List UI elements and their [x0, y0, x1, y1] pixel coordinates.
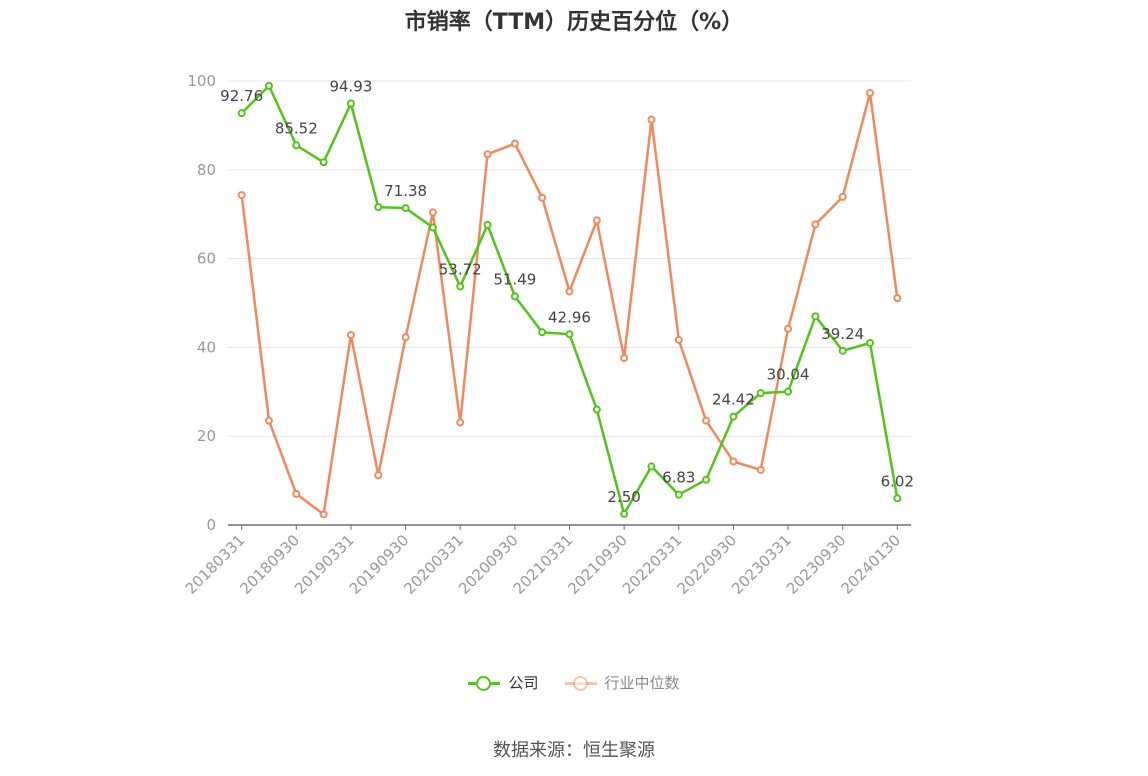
data-point	[456, 282, 465, 291]
data-label: 30.04	[767, 366, 810, 384]
data-point	[264, 416, 273, 425]
data-point	[319, 158, 328, 167]
data-labels: 92.76 85.52 94.93 71.38 53.72 51.49 42.96 2.50 6…	[220, 78, 914, 506]
legend-label: 行业中位数	[604, 674, 680, 692]
data-point	[483, 150, 492, 159]
data-label: 92.76	[220, 87, 263, 105]
data-point	[565, 330, 574, 339]
data-point	[428, 223, 437, 232]
legend-item[interactable]: 公司	[468, 672, 539, 693]
data-point	[237, 109, 246, 118]
legend-label: 公司	[508, 674, 539, 692]
y-tick-label: 100	[187, 72, 216, 90]
data-point	[483, 220, 492, 229]
data-point	[346, 330, 355, 339]
data-point	[674, 335, 683, 344]
chart-title: 市销率（TTM）历史百分位（%）	[404, 10, 744, 35]
x-tick-label: 20240130	[837, 531, 904, 598]
y-axis-ticks: 0 20 40 60 80 100	[187, 72, 216, 534]
data-point	[620, 354, 629, 363]
data-point	[292, 489, 301, 498]
data-label: 39.24	[821, 325, 864, 343]
legend-marker-icon	[564, 675, 597, 691]
data-point	[811, 220, 820, 229]
data-label: 94.93	[329, 78, 372, 96]
line-chart: 0 20 40 60 80 100 201803312018093020190331201…	[182, 72, 914, 598]
data-point	[264, 81, 273, 90]
data-point	[702, 416, 711, 425]
data-point	[346, 99, 355, 108]
data-point	[538, 193, 547, 202]
data-label: 85.52	[275, 119, 318, 137]
data-point	[647, 462, 656, 471]
y-tick-label: 80	[197, 161, 216, 179]
legend: 公司 行业中位数	[0, 672, 1148, 693]
data-point	[510, 292, 519, 301]
data-point	[237, 191, 246, 200]
y-tick-label: 20	[197, 427, 216, 445]
y-tick-label: 60	[197, 250, 216, 268]
data-label: 53.72	[439, 260, 482, 278]
data-point	[756, 465, 765, 474]
series-line	[240, 84, 899, 516]
data-source: 数据来源：恒生聚源	[493, 740, 655, 761]
data-point	[401, 204, 410, 213]
data-point	[893, 494, 902, 503]
data-point	[729, 457, 738, 466]
data-point	[647, 115, 656, 124]
data-point	[784, 324, 793, 333]
data-point	[456, 418, 465, 427]
data-point	[866, 88, 875, 97]
data-label: 71.38	[384, 182, 427, 200]
data-label: 24.42	[712, 391, 755, 409]
series-line	[240, 91, 899, 516]
legend-marker-icon	[468, 675, 501, 691]
y-tick-label: 40	[197, 338, 216, 356]
grid-lines	[228, 80, 911, 437]
data-point	[756, 389, 765, 398]
series-group	[237, 81, 902, 519]
data-point	[510, 139, 519, 148]
data-point	[401, 333, 410, 342]
data-label: 2.50	[607, 488, 640, 506]
data-point	[866, 338, 875, 347]
y-tick-label: 0	[206, 516, 216, 534]
data-point	[838, 192, 847, 201]
data-point	[811, 312, 820, 321]
x-axis: 2018033120180930201903312019093020200331…	[182, 524, 911, 598]
data-point	[538, 328, 547, 337]
data-point	[702, 475, 711, 484]
data-label: 6.83	[662, 469, 695, 487]
data-point	[292, 141, 301, 150]
data-label: 6.02	[881, 472, 914, 490]
data-point	[729, 412, 738, 421]
data-point	[319, 510, 328, 519]
data-point	[592, 216, 601, 225]
data-point	[428, 208, 437, 217]
data-label: 51.49	[493, 270, 536, 288]
legend-item[interactable]: 行业中位数	[564, 672, 680, 693]
data-point	[784, 387, 793, 396]
data-point	[620, 509, 629, 518]
data-point	[565, 287, 574, 296]
data-point	[893, 294, 902, 303]
data-point	[674, 490, 683, 499]
data-label: 42.96	[548, 308, 591, 326]
data-point	[592, 405, 601, 414]
data-point	[374, 203, 383, 212]
data-point	[374, 471, 383, 480]
data-point	[838, 346, 847, 355]
